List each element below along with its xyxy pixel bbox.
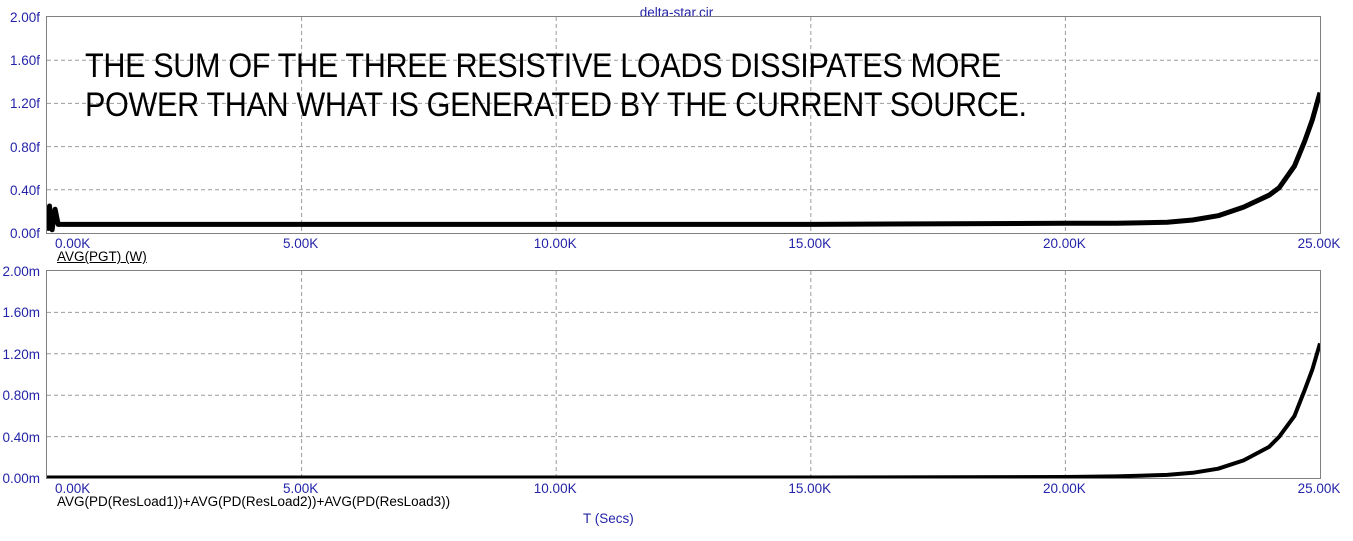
x-tick-label: 20.00K <box>1042 481 1086 496</box>
dissipated-power-curve <box>47 271 1320 478</box>
x-tick-label: 15.00K <box>788 481 832 496</box>
x-tick-label: 10.00K <box>533 236 577 251</box>
y-tick-label: 0.80m <box>2 388 40 404</box>
annotation-text: THE SUM OF THE THREE RESISTIVE LOADS DIS… <box>85 47 1027 124</box>
y-tick-label: 1.20f <box>9 96 40 112</box>
y-tick-label: 1.60f <box>9 53 40 69</box>
x-tick-label: 0.00K <box>55 236 91 251</box>
y-tick-label: 1.20m <box>2 346 40 362</box>
generated-power-curve <box>47 17 1320 233</box>
x-tick-label: 10.00K <box>533 481 577 496</box>
x-tick-label: 5.00K <box>282 236 319 251</box>
x-tick-label: 25.00K <box>1297 236 1341 251</box>
x-tick-label: 15.00K <box>788 236 832 251</box>
plot-area-generated-power[interactable]: THE SUM OF THE THREE RESISTIVE LOADS DIS… <box>46 16 1321 234</box>
y-axis-labels-bottom-chart: 2.00m 1.60m 1.20m 0.80m 0.40m 0.00m <box>0 264 42 486</box>
x-tick-label: 20.00K <box>1042 236 1086 251</box>
x-axis-labels-bottom-chart: 0.00K 5.00K 10.00K 15.00K 20.00K 25.00K <box>46 481 1340 496</box>
y-tick-label: 0.00m <box>2 471 40 486</box>
y-tick-label: 2.00f <box>9 10 40 25</box>
y-tick-label: 2.00m <box>2 264 40 279</box>
waveform-trace <box>47 91 1320 233</box>
x-axis-title: T (Secs) <box>583 511 634 526</box>
y-tick-label: 0.00f <box>9 226 40 241</box>
x-axis-labels-top-chart: 0.00K 5.00K 10.00K 15.00K 20.00K 25.00K <box>46 236 1340 251</box>
plot-area-dissipated-power[interactable] <box>46 270 1321 479</box>
waveform-trace <box>47 342 1320 478</box>
waveform-label-avg-pd-resloads[interactable]: AVG(PD(ResLoad1))+AVG(PD(ResLoad2))+AVG(… <box>57 494 451 509</box>
y-tick-label: 1.60m <box>2 305 40 321</box>
y-tick-label: 0.40f <box>9 182 40 198</box>
annotation-line-1: THE SUM OF THE THREE RESISTIVE LOADS DIS… <box>85 47 1001 85</box>
x-tick-label: 5.00K <box>282 481 319 496</box>
annotation-line-2: POWER THAN WHAT IS GENERATED BY THE CURR… <box>85 85 1027 124</box>
y-tick-label: 0.80f <box>9 139 40 155</box>
waveform-label-avg-pgt[interactable]: AVG(PGT) (W) <box>57 249 147 264</box>
y-axis-labels-top-chart: 2.00f 1.60f 1.20f 0.80f 0.40f 0.00f <box>0 10 42 241</box>
x-tick-label: 0.00K <box>55 481 91 496</box>
y-tick-label: 0.40m <box>2 429 40 445</box>
x-tick-label: 25.00K <box>1297 481 1341 496</box>
